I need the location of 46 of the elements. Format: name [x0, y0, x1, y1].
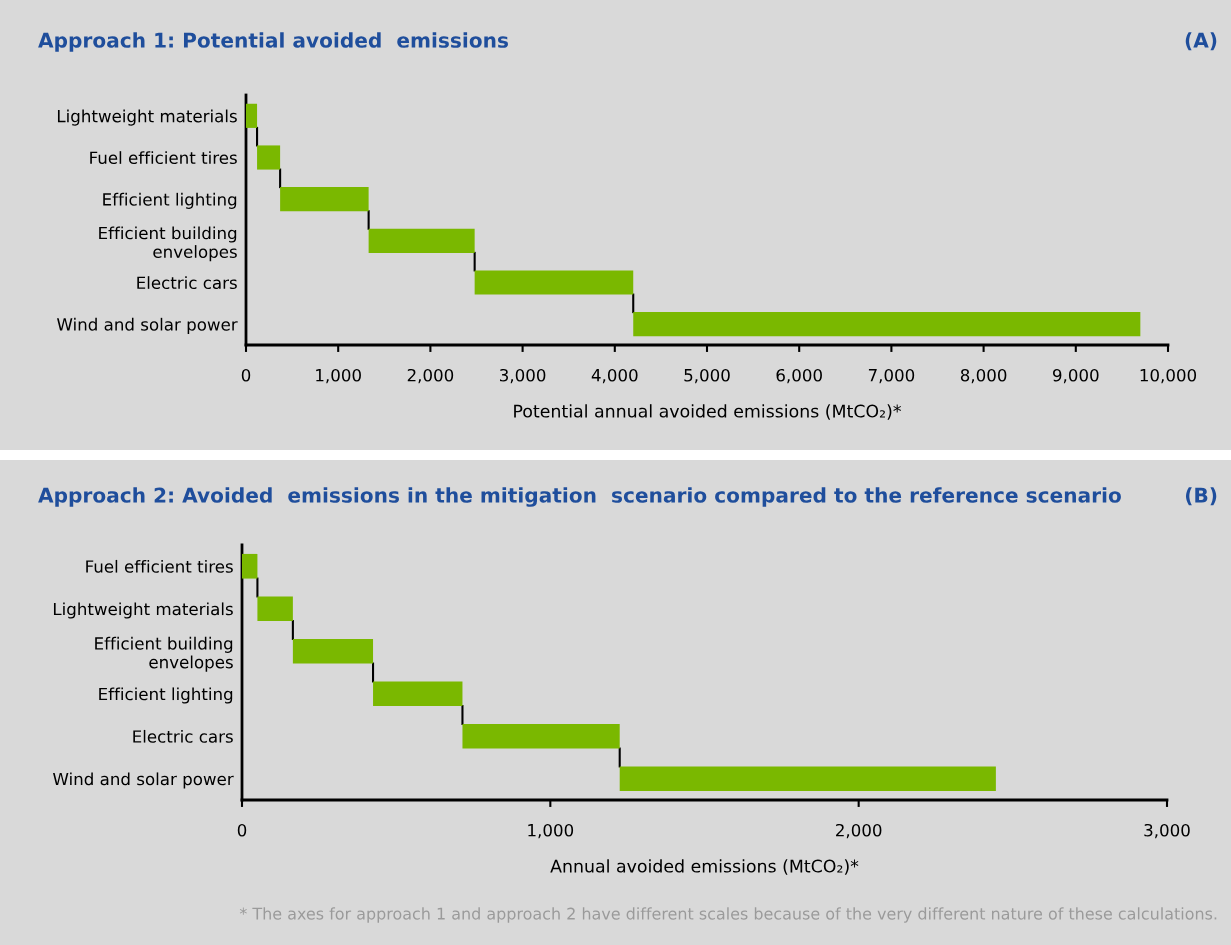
x-tick-label: 4,000 — [591, 368, 638, 384]
y-tick-label: Fuel efficient tires — [90, 151, 237, 165]
x-tick-label: 7,000 — [868, 368, 915, 384]
bar — [462, 723, 620, 749]
bar — [242, 553, 258, 579]
bar — [474, 270, 634, 295]
x-tick-label: 1,000 — [528, 823, 574, 839]
bar — [619, 766, 996, 792]
x-tick-label: 5,000 — [684, 368, 730, 384]
y-tick-label: Efficient building envelopes — [99, 226, 237, 262]
y-tick-label: Efficient building envelopes — [95, 636, 233, 672]
y-tick-label: Efficient lighting — [99, 687, 233, 704]
x-tick-label: 2,000 — [407, 368, 454, 384]
y-tick-label: Wind and solar power — [53, 772, 234, 789]
x-tick-label: 2,000 — [836, 823, 882, 839]
x-tick-label: 8,000 — [960, 368, 1007, 384]
bar — [292, 638, 374, 664]
chart-title: Approach 1: Potential avoided emissions — [38, 32, 508, 52]
chart-title: Approach 2: Avoided emissions in the mitigation scenario compared to the reference scenario — [38, 487, 1121, 507]
x-tick-label: 0 — [241, 368, 251, 382]
y-tick-label: Lightweight materials — [57, 109, 237, 126]
x-tick-label: 10,000 — [1140, 368, 1197, 384]
text: (B) — [1185, 487, 1217, 506]
x-tick-label: 9,000 — [1052, 368, 1099, 384]
y-tick-label: Fuel efficient tires — [86, 559, 233, 573]
y-tick-label: Efficient lighting — [103, 192, 237, 209]
y-tick-label: Electric cars — [137, 276, 237, 290]
x-tick-label: 1,000 — [316, 368, 361, 384]
x-tick-label: 3,000 — [1144, 823, 1190, 839]
bar — [257, 145, 281, 170]
x-tick-label: 3,000 — [500, 368, 546, 384]
text: * The axes for approach 1 and approach 2 have different scales because of the very different nature of these calculations. — [239, 907, 1217, 923]
bar — [368, 228, 475, 253]
x-axis-title: Potential annual avoided emissions (MtCO₂)* — [514, 404, 902, 420]
text: (A) — [1185, 32, 1217, 51]
bar — [280, 187, 369, 212]
bar — [373, 681, 463, 707]
y-tick-label: Lightweight materials — [53, 602, 233, 619]
bar — [246, 103, 258, 128]
x-tick-label: 6,000 — [776, 368, 822, 384]
bar — [257, 596, 293, 622]
x-axis-title: Annual avoided emissions (MtCO₂)* — [550, 859, 859, 875]
x-tick-label: 0 — [237, 823, 247, 837]
y-tick-label: Wind and solar power — [57, 317, 238, 334]
bar — [633, 312, 1141, 337]
y-tick-label: Electric cars — [133, 729, 233, 743]
